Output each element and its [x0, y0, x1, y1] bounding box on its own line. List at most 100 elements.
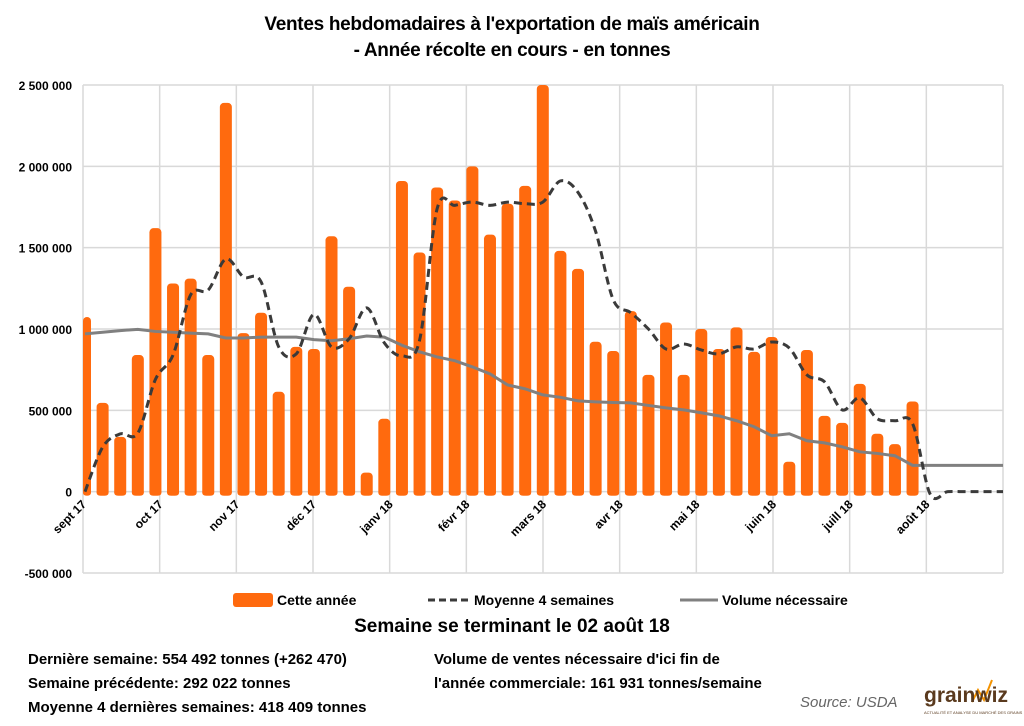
bar-base: [748, 489, 761, 496]
bar-base: [290, 489, 303, 496]
bar-base: [483, 489, 496, 496]
bar-base: [519, 489, 532, 496]
grainwiz-logo: grainwiz ACTUALITÉ ET ANALYSE DU MARCHÉ …: [922, 676, 1022, 720]
legend-item-needed: Volume nécessaire: [680, 592, 848, 608]
bar: [131, 355, 144, 496]
info-last-week: Dernière semaine: 554 492 tonnes (+262 4…: [28, 651, 347, 668]
bar: [343, 286, 356, 496]
bar-base: [589, 489, 602, 496]
bar-base: [466, 489, 479, 496]
bar: [395, 180, 408, 496]
bar-base: [607, 489, 620, 496]
bar-base: [96, 489, 109, 496]
bar-base: [730, 489, 743, 496]
bar: [325, 236, 338, 496]
logo-word: grainwiz: [924, 684, 1009, 707]
bar: [536, 85, 549, 496]
bar: [219, 102, 232, 496]
bar: [307, 349, 320, 496]
info-right: Volume de ventes nécessaire d'ici fin de…: [434, 648, 762, 696]
bar: [237, 333, 250, 496]
x-tick-label: nov 17: [206, 497, 243, 534]
bar-base: [325, 489, 338, 496]
x-tick-label: mai 18: [666, 497, 703, 534]
x-tick-label: avr 18: [591, 497, 626, 532]
legend-swatch-avg: [428, 598, 470, 602]
bar-base: [395, 489, 408, 496]
y-tick-label: -500 000: [25, 567, 73, 581]
needed-volume-line: [84, 327, 1003, 467]
bar: [730, 327, 743, 496]
bar: [114, 436, 127, 496]
x-tick-label: oct 17: [131, 497, 166, 532]
moving-average-line: [83, 179, 1003, 501]
bar: [888, 444, 901, 496]
info-left: Dernière semaine: 554 492 tonnes (+262 4…: [28, 648, 367, 720]
bar-base: [343, 489, 356, 496]
y-tick-label: 1 000 000: [19, 323, 73, 337]
bar-base: [660, 489, 673, 496]
bar: [871, 433, 884, 496]
bar: [167, 283, 180, 496]
bar: [501, 203, 514, 496]
y-tick-label: 2 500 000: [19, 79, 73, 93]
bar-base: [572, 489, 585, 496]
bar: [677, 374, 690, 496]
bar-base: [448, 489, 461, 496]
bar: [836, 422, 849, 496]
bar: [712, 349, 725, 496]
legend-item-bars: Cette année: [233, 592, 356, 608]
bar-base: [184, 489, 197, 496]
chart-plot: 2 500 000 2 000 000 1 500 000 1 000 000 500 …: [19, 79, 1004, 581]
bar: [466, 166, 479, 496]
info-4week-average: Moyenne 4 dernières semaines: 418 409 to…: [28, 699, 367, 716]
bar: [431, 187, 444, 496]
bar: [748, 351, 761, 496]
bar-base: [888, 489, 901, 496]
legend-label-avg: Moyenne 4 semaines: [474, 592, 615, 608]
bar-base: [307, 489, 320, 496]
bar-base: [836, 489, 849, 496]
info-needed-line2: l'année commerciale: 161 931 tonnes/sema…: [434, 675, 762, 692]
bar: [818, 415, 831, 496]
bar: [413, 252, 426, 496]
x-tick-label: juill 18: [819, 497, 856, 534]
bar-base: [642, 489, 655, 496]
bar-base: [378, 489, 391, 496]
bar: [642, 374, 655, 496]
bar-base: [783, 489, 796, 496]
logo-tagline: ACTUALITÉ ET ANALYSE DU MARCHÉ DES GRAIN…: [924, 710, 1023, 715]
bar: [519, 185, 532, 496]
bar-base: [272, 489, 285, 496]
bar: [853, 383, 866, 496]
x-tick-label: déc 17: [283, 497, 320, 534]
logo-arrow-icon: [971, 679, 993, 703]
bar-base: [906, 489, 919, 496]
bar: [202, 355, 215, 496]
bar-base: [360, 489, 373, 496]
bar-base: [800, 489, 813, 496]
bar-base: [554, 489, 567, 496]
bar-base: [149, 489, 162, 496]
y-tick-label: 500 000: [29, 404, 73, 418]
bar: [272, 391, 285, 496]
bar-base: [536, 489, 549, 496]
bar-base: [413, 489, 426, 496]
bar: [149, 228, 162, 496]
y-tick-label: 2 000 000: [19, 160, 73, 174]
bar-base: [712, 489, 725, 496]
bar-base: [431, 489, 444, 496]
bar-base: [167, 489, 180, 496]
bar: [83, 316, 91, 496]
bar-base: [131, 489, 144, 496]
legend-label-bars: Cette année: [277, 592, 357, 608]
bar: [765, 336, 778, 496]
chart-title-line1: Ventes hebdomadaires à l'exportation de …: [264, 14, 760, 35]
source-label: Source: USDA: [800, 694, 898, 711]
line-series: [83, 179, 1003, 501]
y-tick-label: 1 500 000: [19, 242, 73, 256]
bar-base: [202, 489, 215, 496]
x-axis-ticks: sept 17 oct 17 nov 17 déc 17 janv 18 févr 18 m…: [50, 497, 933, 539]
bar-base: [237, 489, 250, 496]
bar: [607, 350, 620, 496]
